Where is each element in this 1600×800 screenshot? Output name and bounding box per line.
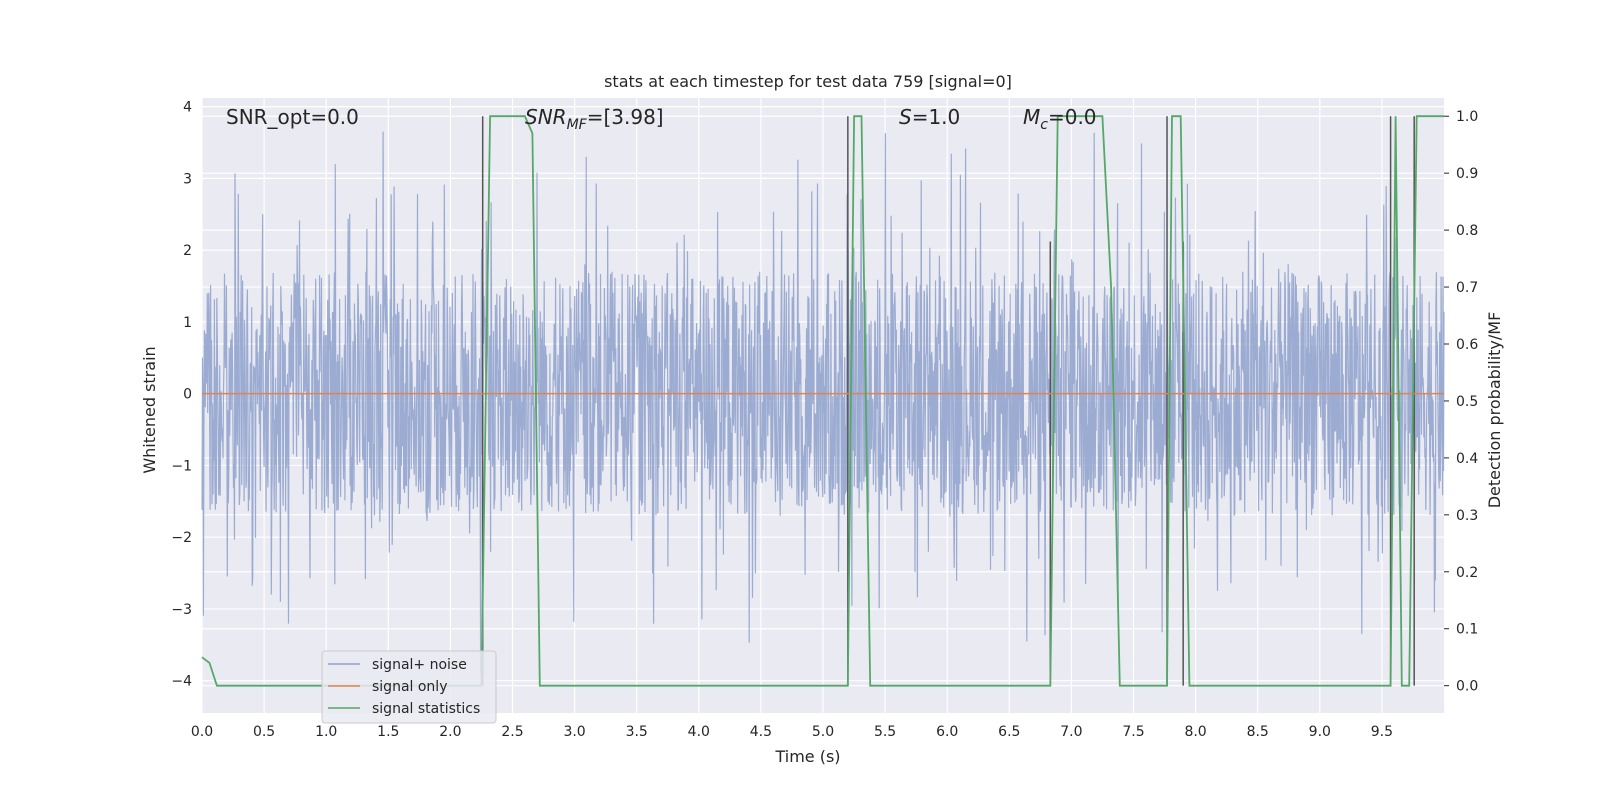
noise-trace: [201, 131, 1445, 675]
y2-tick-label: 0.2: [1456, 565, 1478, 581]
x-tick-label: 8.0: [1184, 724, 1206, 740]
x-tick-label: 6.0: [936, 724, 958, 740]
x-tick-label: 7.0: [1060, 724, 1082, 740]
y-tick-label: 4: [183, 100, 192, 116]
x-tick-label: 9.5: [1371, 724, 1393, 740]
y2-tick-label: 0.7: [1456, 280, 1478, 296]
x-tick-label: 9.0: [1309, 724, 1331, 740]
y-tick-label: −1: [171, 458, 192, 474]
chart-title: stats at each timestep for test data 759…: [604, 72, 1012, 91]
x-tick-label: 3.5: [626, 724, 648, 740]
y2-tick-label: 0.0: [1456, 679, 1478, 695]
legend-box: [321, 650, 497, 724]
y-tick-label: −2: [171, 530, 192, 546]
x-tick-label: 1.0: [315, 724, 337, 740]
y2-tick-label: 0.9: [1456, 166, 1478, 182]
x-tick-label: 2.0: [439, 724, 461, 740]
x-tick-label: 4.5: [750, 724, 772, 740]
x-axis-label: Time (s): [774, 747, 840, 766]
y-tick-label: 2: [183, 243, 192, 259]
x-tick-label: 5.5: [874, 724, 896, 740]
noise-series: [201, 131, 1445, 675]
y2-tick-label: 0.8: [1456, 223, 1478, 239]
x-tick-label: 5.0: [812, 724, 834, 740]
x-tick-label: 6.5: [998, 724, 1020, 740]
legend-label-stats: signal statistics: [372, 701, 480, 717]
x-tick-label: 1.5: [377, 724, 399, 740]
legend-label-signal: signal only: [372, 679, 447, 695]
y2-tick-label: 0.1: [1456, 622, 1478, 638]
legend: signal+ noise signal only signal statist…: [321, 650, 497, 724]
y2-tick-label: 0.6: [1456, 337, 1478, 353]
y-tick-label: −3: [171, 602, 192, 618]
y2-axis-label: Detection probability/MF: [1485, 312, 1504, 509]
y-tick-label: 1: [183, 315, 192, 331]
y2-tick-label: 0.5: [1456, 394, 1478, 410]
y2-tick-label: 0.3: [1456, 508, 1478, 524]
y-tick-label: −4: [171, 674, 192, 690]
snr-mf-annotation: SNRMF=[3.98]: [525, 105, 664, 133]
snr-opt-annotation: SNR_opt=0.0: [226, 105, 359, 129]
stats-series: [201, 115, 1444, 687]
s-annotation: S=1.0: [899, 105, 960, 129]
x-tick-label: 4.0: [688, 724, 710, 740]
y-tick-label: 3: [183, 171, 192, 187]
x-tick-label: 0.0: [191, 724, 213, 740]
stats-line: [201, 115, 1444, 687]
y2-tick-label: 1.0: [1456, 109, 1478, 125]
x-tick-label: 8.5: [1247, 724, 1269, 740]
x-tick-label: 0.5: [253, 724, 275, 740]
y2-tick-label: 0.4: [1456, 451, 1478, 467]
x-tick-label: 7.5: [1122, 724, 1144, 740]
legend-label-noise: signal+ noise: [372, 657, 467, 673]
y-axis-label: Whitened strain: [140, 346, 159, 473]
x-tick-label: 3.0: [563, 724, 585, 740]
peak-lines: [481, 116, 1415, 686]
x-tick-label: 2.5: [501, 724, 523, 740]
y-tick-label: 0: [183, 387, 192, 403]
mc-annotation: Mc=0.0: [1023, 105, 1097, 133]
ticks: 0.0 0.5 1.0 1.5 2.0 2.5 3.0 3.5 4.0 4.5 5.0 5.5 6.0 6…: [171, 100, 1478, 740]
